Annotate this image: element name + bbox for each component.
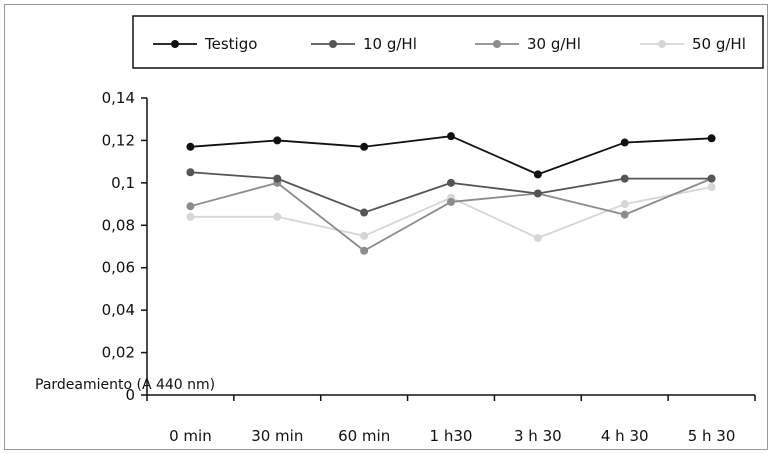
series-line bbox=[190, 177, 712, 252]
data-point bbox=[533, 234, 542, 243]
data-point bbox=[620, 210, 629, 219]
data-point bbox=[360, 142, 369, 151]
data-point bbox=[186, 142, 195, 151]
y-tick-label: 0 bbox=[125, 386, 135, 404]
data-point bbox=[360, 208, 369, 217]
y-axis-label: Pardeamiento (A 440 nm) bbox=[35, 377, 215, 393]
legend-label: 30 g/Hl bbox=[527, 35, 581, 53]
data-point bbox=[447, 132, 455, 141]
data-point bbox=[360, 231, 369, 240]
data-point bbox=[620, 200, 629, 209]
x-tick-label: 0 min bbox=[169, 427, 212, 445]
axes: 0 0,02 0,04 0,06 0,08 0,1 0,12 0,14 0 min 30 min 6… bbox=[102, 89, 756, 445]
data-point bbox=[707, 174, 716, 183]
data-point bbox=[186, 168, 195, 177]
y-tick-label: 0,12 bbox=[102, 131, 135, 149]
y-tick-label: 0,1 bbox=[111, 174, 135, 192]
legend-swatch-marker bbox=[493, 40, 501, 48]
y-tick-label: 0,14 bbox=[102, 89, 135, 107]
data-point bbox=[620, 174, 629, 183]
series-line bbox=[190, 171, 712, 214]
data-point bbox=[707, 183, 716, 192]
data-point bbox=[360, 246, 369, 255]
data-point bbox=[273, 212, 282, 221]
legend-label: 50 g/Hl bbox=[692, 35, 746, 53]
data-point bbox=[447, 197, 455, 206]
legend-swatch-marker bbox=[658, 40, 666, 48]
data-point bbox=[620, 138, 629, 147]
legend-box bbox=[132, 15, 764, 69]
x-tick-label: 30 min bbox=[251, 427, 303, 445]
y-tick-label: 0,04 bbox=[102, 301, 135, 319]
legend: Testigo 10 g/Hl 30 g/Hl 50 g/Hl bbox=[132, 15, 764, 69]
legend-label: Testigo bbox=[204, 35, 257, 53]
series-line bbox=[190, 135, 712, 176]
x-tick-label: 3 h 30 bbox=[514, 427, 562, 445]
chart-frame: Testigo 10 g/Hl 30 g/Hl 50 g/Hl 0 0,02 0,04 0,… bbox=[4, 4, 768, 450]
y-tick-label: 0,02 bbox=[102, 344, 135, 362]
x-tick-label: 5 h 30 bbox=[688, 427, 736, 445]
data-point bbox=[447, 178, 455, 187]
x-tick-label: 1 h30 bbox=[430, 427, 473, 445]
data-point bbox=[533, 170, 542, 179]
x-tick-label: 60 min bbox=[338, 427, 390, 445]
data-point bbox=[533, 189, 542, 198]
y-tick-label: 0,06 bbox=[102, 259, 135, 277]
data-point bbox=[273, 136, 282, 145]
data-point bbox=[186, 212, 195, 221]
series-group bbox=[186, 132, 716, 255]
line-chart: Testigo 10 g/Hl 30 g/Hl 50 g/Hl 0 0,02 0,04 0,… bbox=[35, 15, 764, 445]
data-point bbox=[186, 202, 195, 211]
data-point bbox=[273, 174, 282, 183]
legend-swatch-marker bbox=[329, 40, 337, 48]
legend-swatch-marker bbox=[171, 40, 179, 48]
legend-label: 10 g/Hl bbox=[363, 35, 417, 53]
x-tick-label: 4 h 30 bbox=[601, 427, 649, 445]
y-tick-label: 0,08 bbox=[102, 216, 135, 234]
data-point bbox=[707, 134, 716, 143]
